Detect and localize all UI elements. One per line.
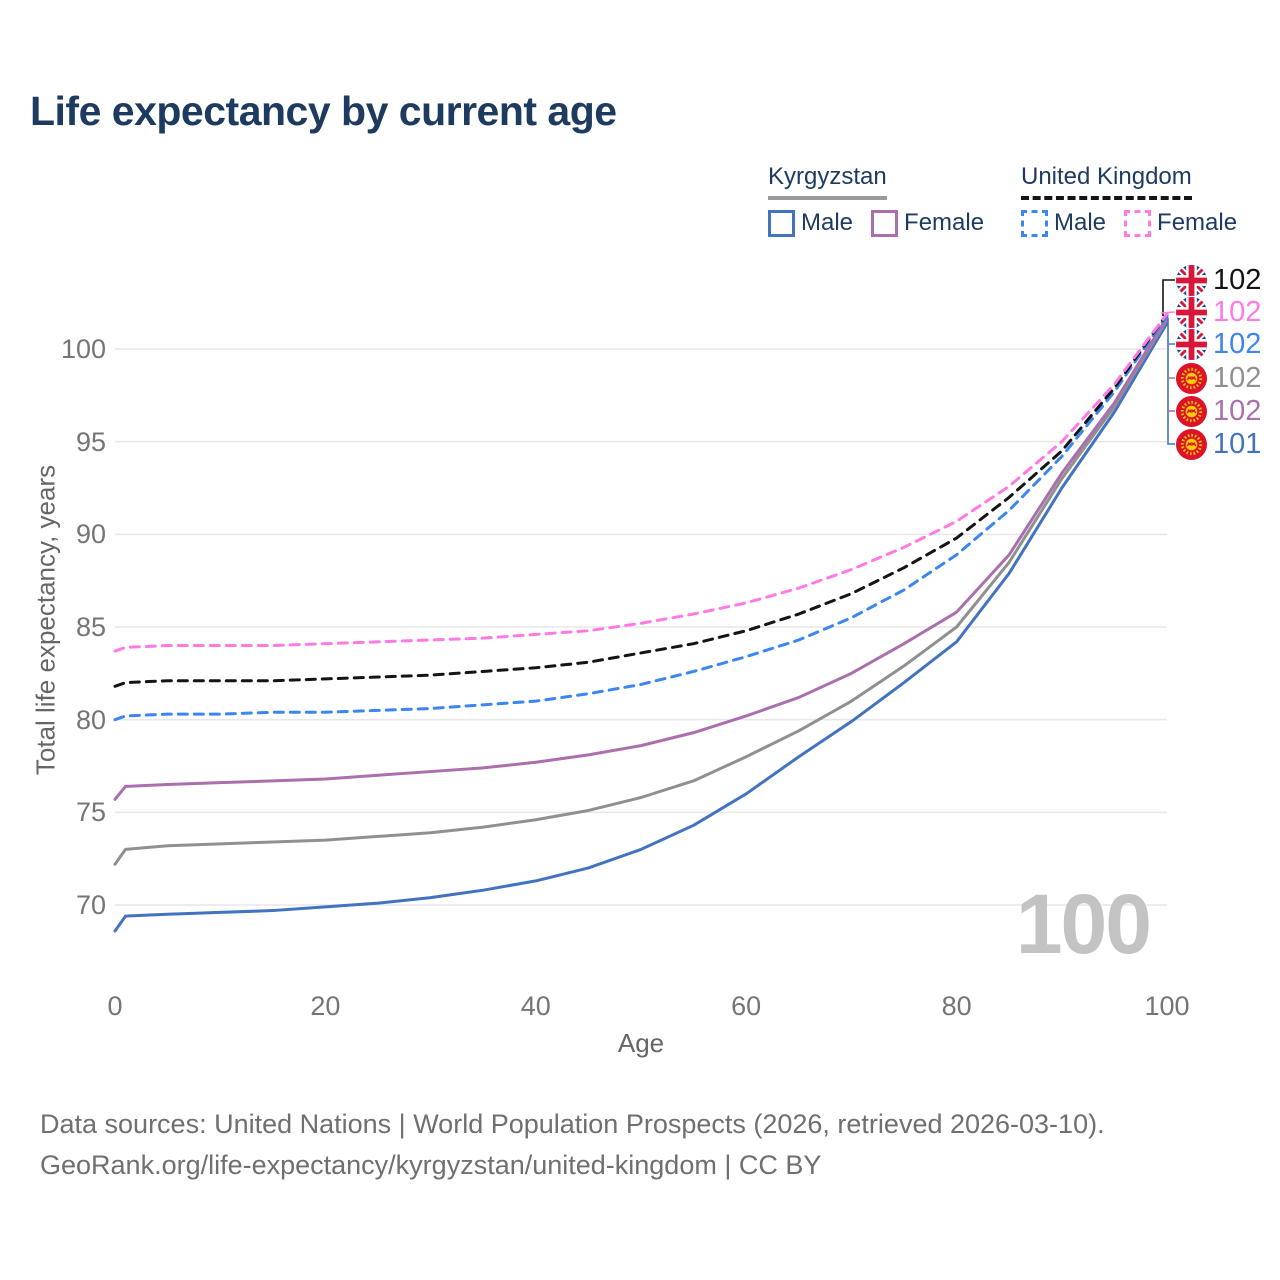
footer-attribution-url: GeoRank.org/life-expectancy/kyrgyzstan/u… xyxy=(40,1150,822,1180)
line-kyrgyzstan-male xyxy=(113,321,1169,933)
end-label-value: 102 xyxy=(1213,263,1262,296)
series-end-label-2: 102 xyxy=(1176,327,1261,361)
y-tick-75: 75 xyxy=(75,797,106,828)
legend-item-united-kingdom-female[interactable]: Female xyxy=(1124,209,1237,237)
connector-kg-male xyxy=(1167,318,1175,445)
y-tick-95: 95 xyxy=(75,426,106,457)
series-end-label-5: 101 xyxy=(1176,427,1261,461)
legend-header-kyrgyzstan: Kyrgyzstan xyxy=(768,163,887,200)
line-kyrgyzstan-both-sexes xyxy=(113,317,1169,866)
legend-items-kyrgyzstan: Male Female xyxy=(768,209,984,237)
flag-icon-united-kingdom xyxy=(1176,264,1207,296)
legend-swatch-kyrgyzstan-female xyxy=(871,209,899,237)
series-end-label-0: 102 xyxy=(1176,263,1261,297)
legend-group-united-kingdom: United Kingdom Male Female xyxy=(1021,163,1237,237)
watermark-age-100: 100 xyxy=(1015,877,1152,971)
series-end-label-3: 102 xyxy=(1176,361,1261,395)
flag-icon-kyrgyzstan xyxy=(1176,362,1207,394)
line-united-kingdom-both-sexes xyxy=(113,312,1169,688)
series-end-label-1: 102 xyxy=(1176,295,1261,329)
y-tick-80: 80 xyxy=(75,704,106,735)
y-tick-70: 70 xyxy=(75,890,106,920)
x-tick-0: 0 xyxy=(107,991,123,1021)
line-united-kingdom-female xyxy=(113,312,1169,653)
series-end-label-4: 102 xyxy=(1176,394,1261,428)
x-tick-60: 60 xyxy=(731,991,762,1021)
legend-label-united-kingdom-female: Female xyxy=(1157,209,1238,236)
flag-icon-united-kingdom xyxy=(1176,296,1207,328)
legend-header-united-kingdom: United Kingdom xyxy=(1021,163,1192,200)
y-tick-90: 90 xyxy=(75,519,106,550)
legend-items-united-kingdom: Male Female xyxy=(1021,209,1237,237)
end-label-value: 102 xyxy=(1213,327,1262,360)
legend-swatch-united-kingdom-female xyxy=(1124,209,1152,237)
x-tick-40: 40 xyxy=(520,991,551,1021)
page-title: Life expectancy by current age xyxy=(30,88,617,134)
legend-label-united-kingdom-male: Male xyxy=(1054,209,1107,236)
end-label-value: 101 xyxy=(1213,427,1262,460)
footer-data-sources: Data sources: United Nations | World Pop… xyxy=(40,1109,1105,1139)
x-tick-100: 100 xyxy=(1144,991,1190,1021)
gridlines xyxy=(115,348,1167,906)
y-tick-100: 100 xyxy=(60,334,106,364)
end-label-value: 102 xyxy=(1213,295,1262,328)
x-axis-title: Age xyxy=(617,1028,665,1058)
flag-icon-kyrgyzstan xyxy=(1176,395,1207,427)
end-label-value: 102 xyxy=(1213,394,1262,427)
connector-uk-both xyxy=(1162,279,1175,316)
legend-item-kyrgyzstan-male[interactable]: Male xyxy=(768,209,853,237)
legend-label-kyrgyzstan-male: Male xyxy=(801,209,854,236)
legend-swatch-united-kingdom-male xyxy=(1021,209,1048,237)
flag-icon-kyrgyzstan xyxy=(1176,428,1207,460)
footer: Data sources: United Nations | World Pop… xyxy=(40,1104,1105,1186)
legend-item-united-kingdom-male[interactable]: Male xyxy=(1021,209,1106,237)
legend-label-kyrgyzstan-female: Female xyxy=(904,209,985,236)
flag-icon-united-kingdom xyxy=(1176,328,1207,360)
line-united-kingdom-male xyxy=(113,314,1169,722)
legend-swatch-kyrgyzstan-male xyxy=(768,209,795,237)
end-label-connectors xyxy=(1160,279,1176,445)
legend-group-kyrgyzstan: Kyrgyzstan Male Female xyxy=(768,163,984,237)
y-tick-85: 85 xyxy=(75,612,106,642)
end-label-value: 102 xyxy=(1213,361,1262,394)
line-kyrgyzstan-female xyxy=(113,315,1169,801)
x-tick-80: 80 xyxy=(941,991,972,1021)
x-tick-20: 20 xyxy=(310,991,341,1021)
legend-item-kyrgyzstan-female[interactable]: Female xyxy=(871,209,984,237)
series-lines xyxy=(113,312,1169,933)
connector-uk-female xyxy=(1160,311,1176,314)
